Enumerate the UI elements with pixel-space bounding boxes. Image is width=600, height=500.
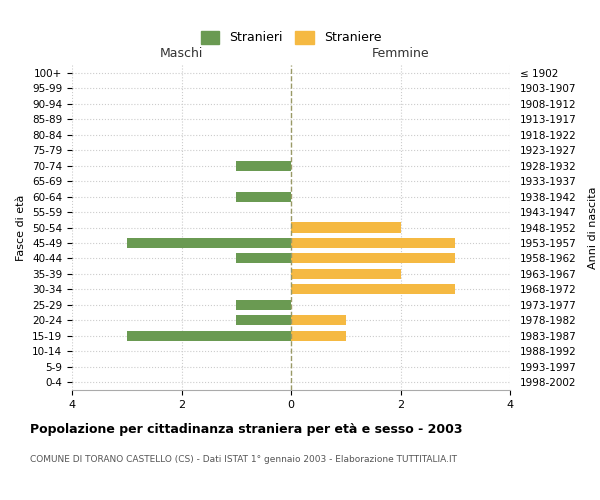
- Bar: [291, 269, 401, 279]
- Bar: [236, 316, 291, 326]
- Text: Femmine: Femmine: [371, 48, 430, 60]
- Legend: Stranieri, Straniere: Stranieri, Straniere: [196, 26, 386, 50]
- Text: COMUNE DI TORANO CASTELLO (CS) - Dati ISTAT 1° gennaio 2003 - Elaborazione TUTTI: COMUNE DI TORANO CASTELLO (CS) - Dati IS…: [30, 455, 457, 464]
- Y-axis label: Anni di nascita: Anni di nascita: [587, 186, 598, 269]
- Bar: [127, 331, 291, 341]
- Bar: [127, 238, 291, 248]
- Y-axis label: Fasce di età: Fasce di età: [16, 194, 26, 260]
- Bar: [291, 331, 346, 341]
- Bar: [291, 254, 455, 264]
- Bar: [291, 316, 346, 326]
- Text: Popolazione per cittadinanza straniera per età e sesso - 2003: Popolazione per cittadinanza straniera p…: [30, 422, 463, 436]
- Bar: [236, 300, 291, 310]
- Bar: [236, 160, 291, 170]
- Bar: [236, 192, 291, 202]
- Bar: [291, 284, 455, 294]
- Bar: [291, 222, 401, 232]
- Bar: [291, 238, 455, 248]
- Bar: [236, 254, 291, 264]
- Text: Maschi: Maschi: [160, 48, 203, 60]
